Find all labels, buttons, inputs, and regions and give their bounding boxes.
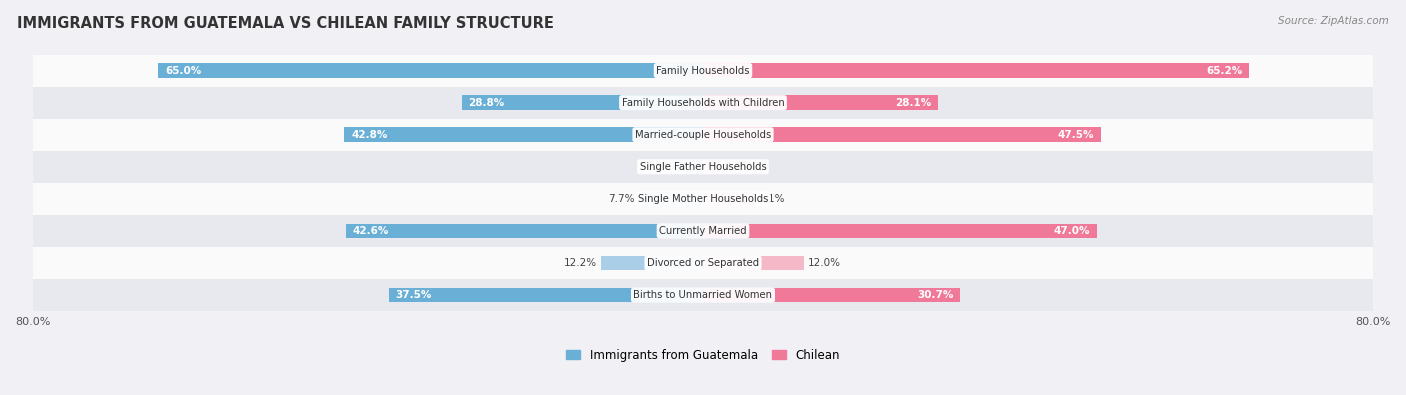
Text: 47.0%: 47.0% [1053, 226, 1090, 236]
Bar [461, 96, 703, 110]
Bar [32, 118, 1374, 151]
Text: Births to Unmarried Women: Births to Unmarried Women [634, 290, 772, 300]
Bar [703, 160, 721, 174]
Text: Family Households: Family Households [657, 66, 749, 75]
Text: 2.2%: 2.2% [725, 162, 752, 172]
Text: Single Father Households: Single Father Households [640, 162, 766, 172]
Bar [389, 288, 703, 302]
Bar [159, 63, 703, 78]
Bar [344, 128, 703, 142]
Bar [32, 55, 1374, 87]
Bar [32, 183, 1374, 215]
Text: Source: ZipAtlas.com: Source: ZipAtlas.com [1278, 16, 1389, 26]
Text: Married-couple Households: Married-couple Households [636, 130, 770, 140]
Bar [703, 192, 754, 206]
Text: 42.8%: 42.8% [352, 130, 388, 140]
Text: 28.1%: 28.1% [896, 98, 932, 107]
Text: 7.7%: 7.7% [607, 194, 634, 204]
Text: Family Households with Children: Family Households with Children [621, 98, 785, 107]
Bar [346, 224, 703, 238]
Text: 65.2%: 65.2% [1206, 66, 1243, 75]
Text: 47.5%: 47.5% [1057, 130, 1094, 140]
Text: 12.2%: 12.2% [564, 258, 596, 268]
Text: 42.6%: 42.6% [353, 226, 389, 236]
Bar [32, 247, 1374, 279]
Bar [600, 256, 703, 270]
Bar [703, 63, 1250, 78]
Bar [703, 96, 938, 110]
Text: IMMIGRANTS FROM GUATEMALA VS CHILEAN FAMILY STRUCTURE: IMMIGRANTS FROM GUATEMALA VS CHILEAN FAM… [17, 16, 554, 31]
Bar [703, 224, 1097, 238]
Text: 28.8%: 28.8% [468, 98, 505, 107]
Bar [638, 192, 703, 206]
Bar [703, 128, 1101, 142]
Text: 37.5%: 37.5% [395, 290, 432, 300]
Bar [32, 151, 1374, 183]
Text: Currently Married: Currently Married [659, 226, 747, 236]
Text: Divorced or Separated: Divorced or Separated [647, 258, 759, 268]
Text: Single Mother Households: Single Mother Households [638, 194, 768, 204]
Bar [32, 279, 1374, 311]
Bar [703, 288, 960, 302]
Text: 65.0%: 65.0% [165, 66, 201, 75]
Text: 12.0%: 12.0% [807, 258, 841, 268]
Legend: Immigrants from Guatemala, Chilean: Immigrants from Guatemala, Chilean [567, 349, 839, 362]
Text: 6.1%: 6.1% [758, 194, 785, 204]
Bar [32, 87, 1374, 118]
Text: 3.0%: 3.0% [647, 162, 673, 172]
Bar [678, 160, 703, 174]
Bar [703, 256, 804, 270]
Text: 30.7%: 30.7% [917, 290, 953, 300]
Bar [32, 215, 1374, 247]
